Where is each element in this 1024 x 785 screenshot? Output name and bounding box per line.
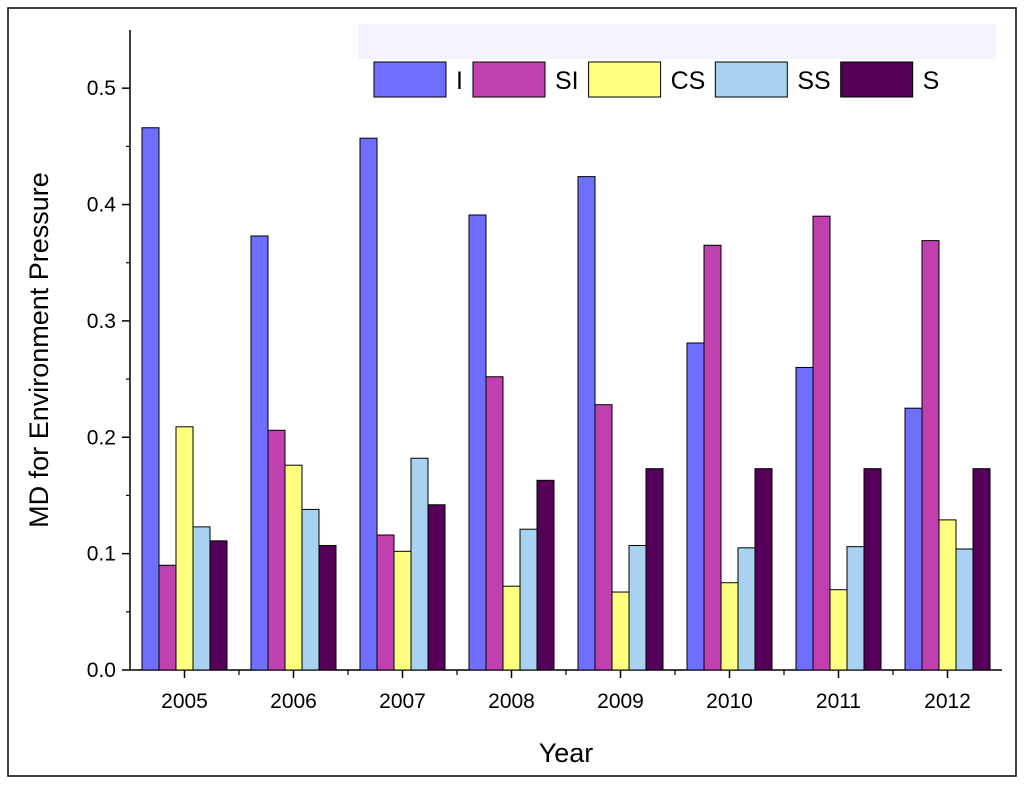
bar-i-2007 bbox=[359, 137, 378, 671]
legend-background bbox=[358, 24, 996, 59]
bar-cs-2008 bbox=[502, 585, 521, 671]
bar-cs-2012 bbox=[938, 519, 957, 671]
bar-s-2006 bbox=[318, 544, 337, 671]
bar-si-2010 bbox=[703, 244, 722, 671]
legend-label-cs: CS bbox=[671, 67, 706, 95]
y-tick-label: 0.0 bbox=[87, 659, 116, 682]
bar-i-2009 bbox=[577, 176, 596, 671]
bar-ss-2005 bbox=[192, 526, 211, 671]
bar-i-2005 bbox=[141, 127, 160, 671]
bar-ss-2006 bbox=[301, 508, 320, 671]
legend-swatch-ss bbox=[714, 61, 788, 98]
bar-si-2009 bbox=[594, 404, 613, 671]
x-axis-title: Year bbox=[539, 738, 594, 768]
x-tick-label: 2008 bbox=[488, 690, 535, 713]
bar-cs-2009 bbox=[611, 591, 630, 671]
bar-s-2010 bbox=[754, 468, 773, 671]
y-tick-label: 0.5 bbox=[87, 77, 116, 100]
bar-si-2005 bbox=[158, 564, 177, 671]
bar-ss-2009 bbox=[628, 544, 647, 671]
legend-label-i: I bbox=[456, 67, 463, 95]
bar-si-2007 bbox=[376, 534, 395, 671]
x-tick-label: 2005 bbox=[161, 690, 208, 713]
bar-s-2008 bbox=[536, 479, 555, 671]
y-tick-label: 0.4 bbox=[87, 194, 117, 217]
bar-si-2006 bbox=[267, 429, 286, 671]
x-tick-label: 2011 bbox=[816, 690, 861, 713]
legend-label-si: SI bbox=[555, 67, 579, 95]
x-tick-label: 2007 bbox=[379, 690, 426, 713]
y-axis-title: MD for Environment Pressure bbox=[24, 172, 54, 528]
bar-i-2012 bbox=[904, 407, 923, 671]
bar-cs-2010 bbox=[720, 582, 739, 671]
bar-ss-2007 bbox=[410, 457, 429, 671]
bar-cs-2006 bbox=[284, 464, 303, 671]
bar-si-2011 bbox=[812, 215, 831, 671]
legend-swatch-si bbox=[472, 61, 546, 98]
y-tick-label: 0.3 bbox=[87, 310, 116, 333]
bar-cs-2007 bbox=[393, 550, 412, 671]
bar-i-2010 bbox=[686, 342, 705, 671]
bar-s-2009 bbox=[645, 468, 664, 671]
y-tick-label: 0.1 bbox=[87, 543, 116, 566]
legend-swatch-cs bbox=[588, 61, 662, 98]
bar-s-2012 bbox=[972, 468, 991, 671]
bar-cs-2011 bbox=[829, 589, 848, 671]
bar-cs-2005 bbox=[175, 426, 194, 671]
y-tick-label: 0.2 bbox=[87, 426, 116, 449]
x-tick-label: 2010 bbox=[706, 690, 753, 713]
bar-ss-2010 bbox=[737, 547, 756, 671]
bar-i-2008 bbox=[468, 214, 487, 671]
legend: I SI CS SS S bbox=[373, 61, 940, 98]
bar-s-2011 bbox=[863, 468, 882, 671]
bar-si-2008 bbox=[485, 376, 504, 671]
x-tick-label: 2012 bbox=[924, 690, 971, 713]
bar-si-2012 bbox=[921, 240, 940, 671]
legend-swatch-s bbox=[840, 61, 914, 98]
bar-ss-2011 bbox=[846, 546, 865, 671]
bars bbox=[141, 127, 991, 671]
legend-swatch-i bbox=[373, 61, 447, 98]
legend-label-ss: SS bbox=[797, 67, 830, 95]
legend-label-s: S bbox=[923, 67, 940, 95]
bar-i-2011 bbox=[795, 366, 814, 671]
y-axis: 0.0 0.1 0.2 0.3 0.4 0.5 bbox=[87, 30, 131, 682]
bar-ss-2012 bbox=[955, 548, 974, 671]
bar-s-2005 bbox=[209, 540, 228, 671]
x-tick-label: 2009 bbox=[597, 690, 644, 713]
x-tick-label: 2006 bbox=[270, 690, 317, 713]
bar-ss-2008 bbox=[519, 528, 538, 671]
bar-i-2006 bbox=[250, 235, 269, 671]
bar-s-2007 bbox=[427, 504, 446, 671]
